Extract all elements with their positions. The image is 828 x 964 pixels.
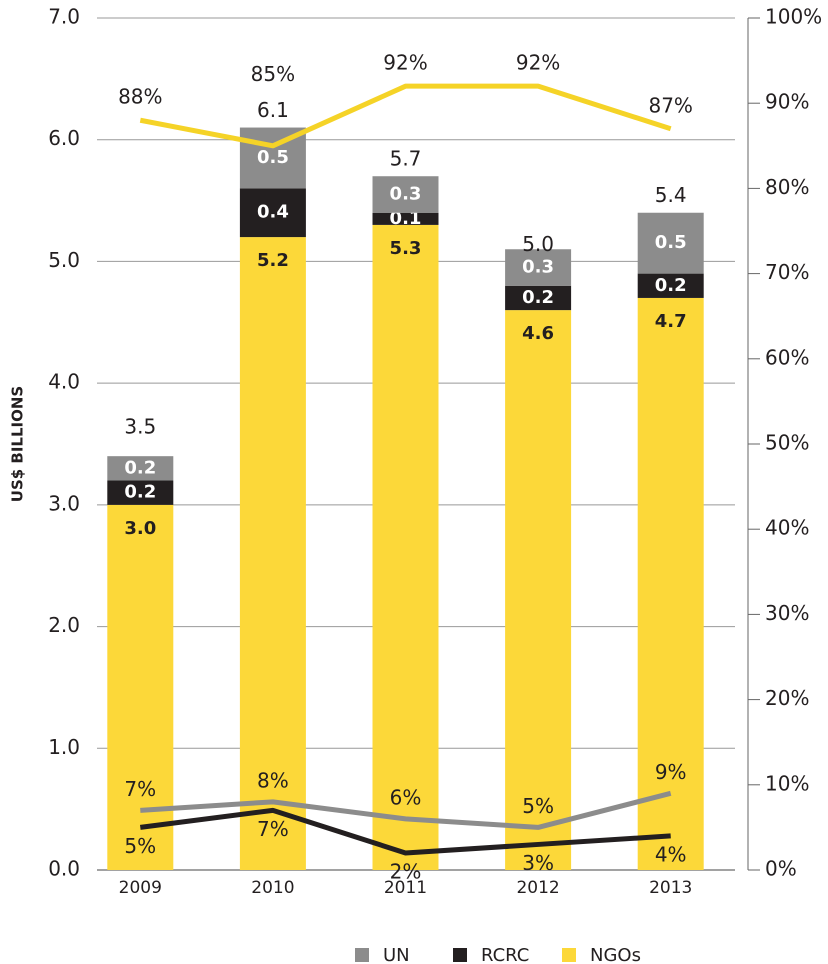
data-label: 0.3 [522,257,554,278]
y2-tick-label: 0% [765,857,797,881]
share-label: 7% [257,817,289,841]
bar-segment [637,212,704,274]
share-label: 87% [648,93,692,117]
data-label: 0.1 [390,208,422,229]
data-label: 4.6 [522,323,554,344]
y-tick-label: 0.0 [48,857,80,881]
x-tick-label: 2009 [119,878,162,898]
bar-segment [239,237,306,871]
y2-tick-label: 70% [765,260,809,284]
share-label: 88% [118,85,162,109]
data-label: 5.3 [390,238,422,259]
total-label: 5.0 [522,232,554,256]
data-label: 0.2 [124,457,156,478]
bar-segment [637,273,704,298]
legend-label: UN [383,945,410,964]
data-label: 0.2 [124,482,156,503]
share-line [139,807,671,856]
share-label: 8% [257,768,289,792]
legend-swatch [562,948,576,962]
bar-segment [505,285,572,311]
y-tick-label: 7.0 [48,5,80,29]
bar-segment [107,504,174,870]
share-label: 6% [390,785,422,809]
y2-tick-label: 20% [765,686,809,710]
y2-tick-label: 90% [765,90,809,114]
share-label: 7% [124,777,156,801]
total-label: 5.7 [390,147,422,171]
legend-swatch [453,948,467,962]
x-tick-label: 2012 [516,878,559,898]
legend-label: RCRC [481,945,529,964]
share-label: 3% [522,851,554,875]
share-label: 92% [516,51,560,75]
y-tick-label: 3.0 [48,491,80,515]
bar-segment [239,188,306,238]
legend-swatch [355,948,369,962]
share-label: 4% [655,842,687,866]
total-label: 6.1 [257,98,289,122]
y2-tick-label: 10% [765,771,809,795]
bar-segment [505,310,572,871]
x-tick-label: 2013 [649,878,692,898]
share-line [140,790,672,830]
total-label: 5.4 [655,183,687,207]
x-tick-label: 2010 [251,878,294,898]
data-label: 0.2 [522,287,554,308]
share-label: 2% [390,859,422,883]
data-label: 4.7 [655,311,687,332]
bar-segment [637,297,704,870]
y-tick-label: 2.0 [48,613,80,637]
data-label: 3.0 [124,518,156,539]
bar-segment [107,456,174,481]
data-label: 0.3 [390,183,422,204]
y2-tick-label: 100% [765,5,822,29]
y-axis-label: US$ BILLIONS [9,386,27,502]
x-tick-label: 2011 [384,878,427,898]
y2-tick-label: 30% [765,601,809,625]
bar-segment [505,249,572,286]
bar-segment [372,224,439,870]
share-label: 92% [383,51,427,75]
data-label: 0.5 [257,147,289,168]
y-tick-label: 1.0 [48,735,80,759]
data-label: 0.5 [655,232,687,253]
y2-tick-label: 40% [765,516,809,540]
data-label: 0.2 [655,275,687,296]
y2-tick-label: 60% [765,345,809,369]
y-tick-label: 5.0 [48,248,80,272]
y2-tick-label: 80% [765,175,809,199]
y2-tick-label: 50% [765,431,809,455]
y-tick-label: 6.0 [48,126,80,150]
share-label: 85% [251,62,295,86]
data-label: 0.4 [257,202,289,223]
share-label: 5% [522,794,554,818]
data-label: 5.2 [257,250,289,271]
bar-segment [372,212,439,225]
bar-segment [107,480,174,505]
share-line [139,83,672,149]
share-label: 9% [655,760,687,784]
bar-segment [372,176,439,213]
legend-label: NGOs [590,945,641,964]
y-tick-label: 4.0 [48,370,80,394]
share-label: 5% [124,834,156,858]
total-label: 3.5 [124,415,156,439]
